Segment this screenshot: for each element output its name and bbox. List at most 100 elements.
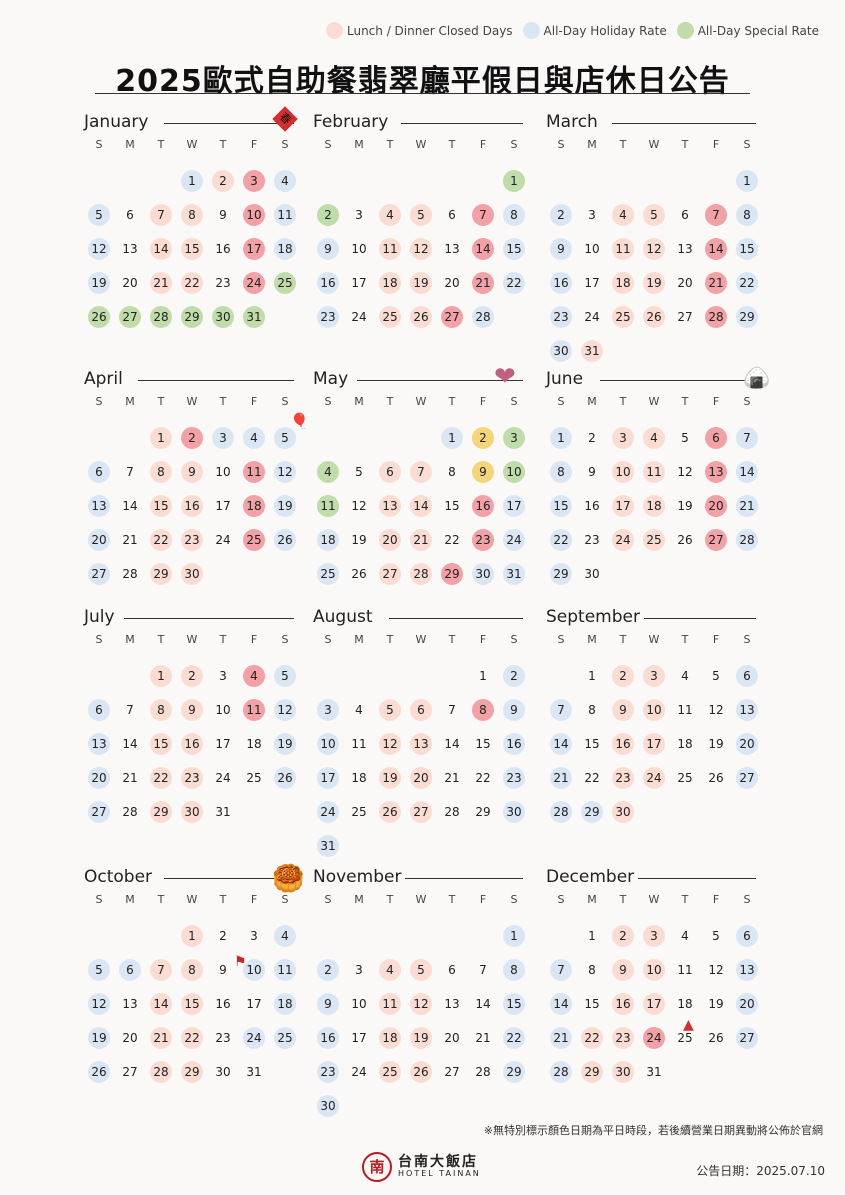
- day-cell-closed: 4: [379, 204, 401, 226]
- day-cell-regular: 27: [677, 310, 693, 324]
- day-cell-closed: 25: [643, 529, 665, 551]
- day-cell-holiday: 30: [317, 1095, 339, 1117]
- day-cell-closed: 9: [181, 461, 203, 483]
- day-cell-holiday: 27: [736, 767, 758, 789]
- weekday-label: M: [125, 633, 135, 646]
- legend-label-closed: Lunch / Dinner Closed Days: [347, 23, 513, 38]
- weekday-label: S: [95, 138, 103, 151]
- day-cell-regular: 22: [475, 771, 491, 785]
- hotel-logo: 南 台南大飯店 HOTEL TAINAN: [362, 1152, 481, 1182]
- day-cell-closed: 9: [181, 699, 203, 721]
- day-cell-regular: 23: [215, 1031, 231, 1045]
- legend-special: All-Day Special Rate: [676, 22, 819, 39]
- day-cell-closed: 17: [612, 495, 634, 517]
- day-cell-holiday: 20: [736, 993, 758, 1015]
- day-cell-closed: 2: [212, 170, 234, 192]
- weekday-label: F: [712, 395, 720, 408]
- weekday-label: W: [186, 138, 198, 151]
- day-cell-closed: 18: [379, 1027, 401, 1049]
- day-cell-regular: 28: [475, 1065, 491, 1079]
- day-cell-special: 2: [317, 204, 339, 226]
- weekday-label: T: [681, 138, 689, 151]
- month-header: February: [313, 112, 527, 136]
- day-cell-holiday: 24: [243, 1027, 265, 1049]
- day-cell-holiday: 31: [503, 563, 525, 585]
- day-cell-special: 30: [212, 306, 234, 328]
- day-cell-holiday: 8: [550, 461, 572, 483]
- weekday-label: S: [95, 893, 103, 906]
- day-cell-closed: 3: [643, 665, 665, 687]
- day-cell-holiday: 5: [88, 959, 110, 981]
- day-cell-red: 10: [243, 204, 265, 226]
- weekday-label: S: [743, 633, 751, 646]
- weekday-label: W: [415, 893, 427, 906]
- day-cell-holiday: 9: [550, 238, 572, 260]
- legend-dot-special: [676, 22, 694, 39]
- day-cell-holiday: 29: [503, 1061, 525, 1083]
- weekday-label: T: [681, 395, 689, 408]
- day-cell-regular: 18: [351, 771, 367, 785]
- weekday-label: M: [125, 138, 135, 151]
- day-cell-regular: 12: [677, 465, 693, 479]
- day-cell-closed: 2: [612, 665, 634, 687]
- day-cell-closed: 12: [379, 733, 401, 755]
- month-rule: [636, 878, 756, 879]
- month-april: April S M T W T F S 1 2 3 4 5 6 7 8 9 10 11 12 13 14 15 16 17 18 1…: [84, 369, 298, 585]
- day-cell-red: 29: [441, 563, 463, 585]
- weekday-label: W: [186, 395, 198, 408]
- month-name: July: [84, 607, 119, 627]
- day-cell-red: 21: [705, 272, 727, 294]
- day-cell-regular: 14: [122, 499, 138, 513]
- day-cell-holiday: 28: [736, 529, 758, 551]
- day-cell-holiday: 29: [736, 306, 758, 328]
- day-cell-regular: 4: [681, 929, 689, 943]
- day-cell-regular: 9: [219, 963, 227, 977]
- weekday-label: F: [712, 138, 720, 151]
- weekday-label: T: [619, 893, 627, 906]
- day-cell-holiday: 7: [550, 699, 572, 721]
- day-cell-holiday: 4: [243, 427, 265, 449]
- day-cell-red: 24: [643, 1027, 665, 1049]
- day-cell-closed: 30: [612, 1061, 634, 1083]
- day-cell-holiday: 3: [317, 699, 339, 721]
- day-cell-holiday: 6: [119, 959, 141, 981]
- day-cell-closed: 11: [612, 238, 634, 260]
- day-cell-closed: 6: [379, 461, 401, 483]
- day-cell-closed: 14: [410, 495, 432, 517]
- day-cell-closed: 26: [643, 306, 665, 328]
- day-cell-closed: 4: [643, 427, 665, 449]
- legend-label-holiday: All-Day Holiday Rate: [543, 23, 667, 38]
- day-cell-closed: 20: [379, 529, 401, 551]
- day-cell-closed: 5: [643, 204, 665, 226]
- weekday-label: M: [587, 138, 597, 151]
- day-cell-holiday: 30: [503, 801, 525, 823]
- day-cell-holiday: 16: [550, 272, 572, 294]
- day-cell-closed: 28: [410, 563, 432, 585]
- day-cell-regular: 9: [588, 465, 596, 479]
- day-cell-holiday: 9: [317, 993, 339, 1015]
- month-name: June: [546, 369, 588, 389]
- month-header: April: [84, 369, 298, 393]
- day-cell-red: 3: [243, 170, 265, 192]
- weekday-label: S: [281, 633, 289, 646]
- day-cell-holiday: 5: [274, 665, 296, 687]
- day-cell-holiday: 17: [317, 767, 339, 789]
- weekday-label: S: [324, 395, 332, 408]
- day-cell-closed: 8: [181, 959, 203, 981]
- day-cell-closed: 3: [612, 427, 634, 449]
- weekday-label: F: [479, 395, 487, 408]
- day-cell-regular: 11: [677, 963, 693, 977]
- day-cell-regular: 22: [444, 533, 460, 547]
- day-cell-holiday: 8: [503, 204, 525, 226]
- day-cell-closed: 22: [150, 529, 172, 551]
- day-cell-special: 29: [181, 306, 203, 328]
- day-cell-closed: 10: [643, 959, 665, 981]
- day-cell-regular: 8: [448, 465, 456, 479]
- day-cell-regular: 11: [351, 737, 367, 751]
- weekday-label: T: [448, 395, 456, 408]
- legend-label-special: All-Day Special Rate: [697, 23, 819, 38]
- weekday-label: F: [479, 893, 487, 906]
- day-cell-regular: 16: [215, 997, 231, 1011]
- legend-dot-closed: [326, 22, 343, 39]
